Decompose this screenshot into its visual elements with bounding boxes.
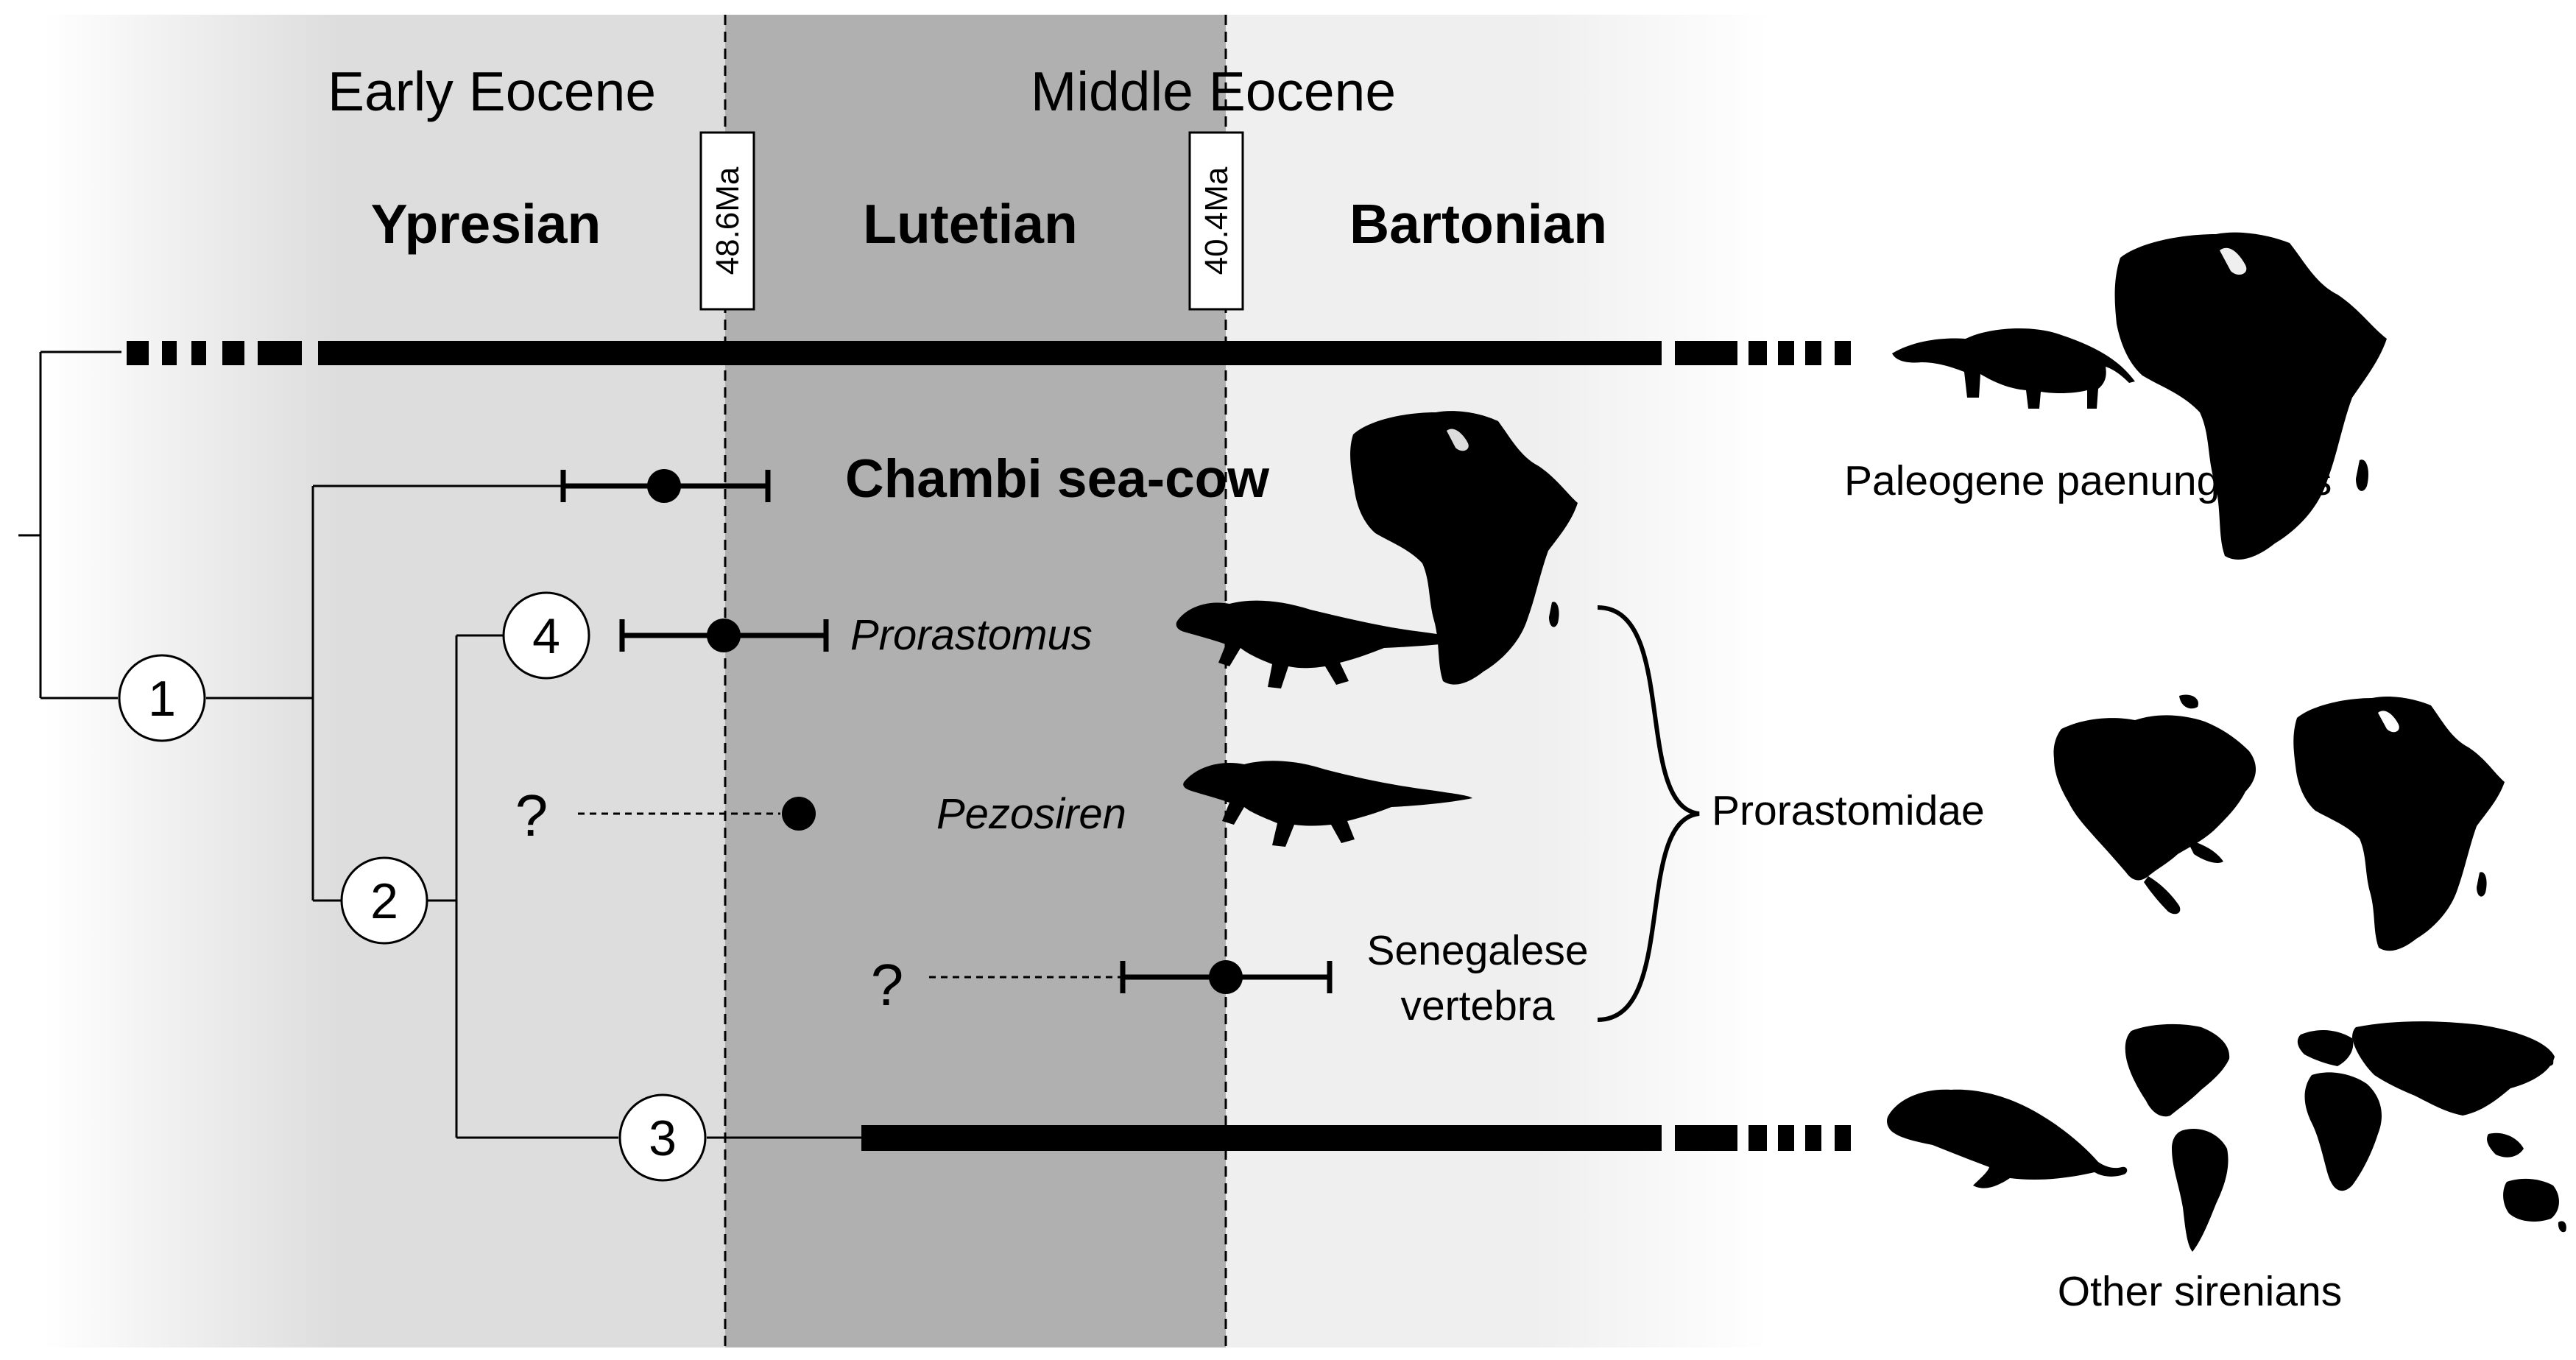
boundary-label-40-4: 40.4Ma — [1199, 166, 1235, 275]
pezosiren-age-point — [782, 797, 816, 831]
chambi-sea-cow-label: Chambi sea-cow — [845, 449, 1269, 509]
prorastomidae-brace — [1597, 605, 1700, 1022]
hyrax-silhouette-icon — [1892, 328, 2135, 409]
node-3: 3 — [618, 1093, 707, 1182]
node-1: 1 — [118, 654, 206, 742]
lutetian-label: Lutetian — [863, 193, 1078, 255]
prorastomus-age-point — [707, 619, 741, 652]
senegalese-age-point — [1209, 960, 1243, 994]
world-map-icon — [2125, 1021, 2566, 1252]
boundary-box-40-4: 40.4Ma — [1188, 131, 1244, 311]
senegalese-vertebra-label-line2: vertebra — [1400, 982, 1554, 1029]
pezosiren-label: Pezosiren — [936, 790, 1126, 838]
middle-eocene-label: Middle Eocene — [1031, 60, 1396, 122]
north-america-map-icon — [2053, 694, 2256, 915]
pezosiren-age-range — [578, 797, 816, 831]
africa-map-icon — [2114, 232, 2387, 560]
other-sirenians-label: Other sirenians — [2058, 1268, 2343, 1315]
node-2-number: 2 — [370, 873, 398, 929]
chambi-age-range — [560, 469, 771, 503]
prorastomidae-label: Prorastomidae — [1712, 787, 1985, 834]
africa-map-icon — [1350, 411, 1578, 685]
chambi-age-point — [647, 469, 681, 503]
node-4: 4 — [502, 591, 590, 680]
tree-branches — [18, 350, 861, 1139]
prorastomid-silhouette-icon — [1176, 600, 1465, 688]
ypresian-label: Ypresian — [371, 193, 601, 255]
senegalese-uncertain-mark: ? — [871, 952, 904, 1018]
pezosiren-uncertain-mark: ? — [515, 783, 548, 848]
node-2: 2 — [340, 856, 428, 945]
boundary-box-48-6: 48.6Ma — [699, 131, 755, 311]
bartonian-label: Bartonian — [1349, 193, 1607, 255]
node-3-number: 3 — [649, 1110, 677, 1166]
node-1-number: 1 — [148, 671, 176, 727]
prorastomid-silhouette-icon — [1183, 761, 1472, 847]
senegalese-age-range — [929, 960, 1333, 994]
senegalese-vertebra-label-line1: Senegalese — [1366, 927, 1588, 974]
paenungulate-range-bar — [127, 341, 1851, 365]
prorastomus-age-range — [619, 619, 829, 652]
early-eocene-label: Early Eocene — [328, 60, 656, 122]
node-4-number: 4 — [532, 608, 560, 664]
sirenian-silhouette-icon — [1887, 1089, 2128, 1188]
prorastomus-label: Prorastomus — [850, 611, 1093, 659]
boundary-label-48-6: 48.6Ma — [710, 166, 746, 275]
other-sirenians-range-bar — [861, 1125, 1851, 1151]
africa-map-icon — [2293, 697, 2505, 951]
